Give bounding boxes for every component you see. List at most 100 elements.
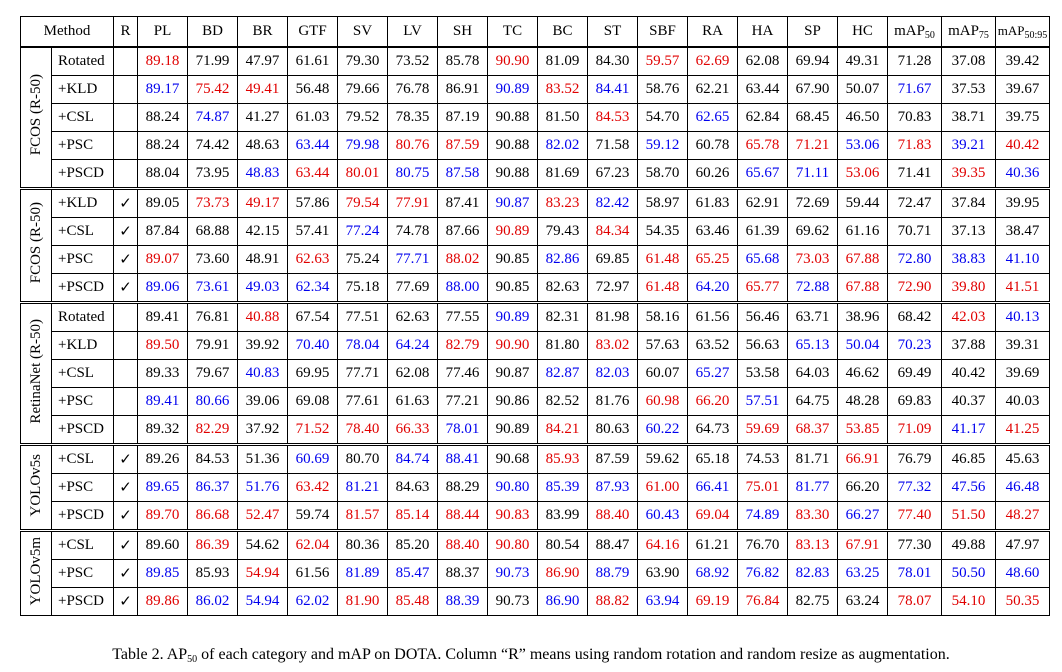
value-cell: 90.89 bbox=[487, 302, 538, 332]
value-cell: 46.62 bbox=[837, 359, 888, 388]
table-row: FCOS (R-50) Rotated 89.18 71.99 47.97 61.61 79… bbox=[20, 46, 1050, 189]
value-cell: 62.63 bbox=[287, 245, 338, 274]
value-cell: 53.58 bbox=[737, 359, 788, 388]
value-cell: 90.88 bbox=[487, 103, 538, 132]
cat-header: RA bbox=[687, 16, 738, 48]
value-cell: 67.91 bbox=[837, 530, 888, 560]
value-cell: 86.02 bbox=[187, 587, 238, 616]
value-cell: 76.78 bbox=[387, 75, 438, 104]
value-cell: 63.42 bbox=[287, 473, 338, 502]
method-cell: +CSL bbox=[51, 444, 114, 474]
value-cell: 80.36 bbox=[337, 530, 388, 560]
value-cell: 61.48 bbox=[637, 273, 688, 303]
value-cell: 84.74 bbox=[387, 444, 438, 474]
value-cell: 82.87 bbox=[537, 359, 588, 388]
cat-header: SH bbox=[437, 16, 488, 48]
value-cell: 71.67 bbox=[887, 75, 942, 104]
value-cell: 80.66 bbox=[187, 387, 238, 416]
value-cell: 77.46 bbox=[437, 359, 488, 388]
value-cell: 78.01 bbox=[437, 415, 488, 445]
value-cell: 57.41 bbox=[287, 217, 338, 246]
value-cell: 77.71 bbox=[387, 245, 438, 274]
value-cell: 54.70 bbox=[637, 103, 688, 132]
value-cell: 46.85 bbox=[941, 444, 996, 474]
method-cell: +CSL bbox=[51, 217, 114, 246]
value-cell: 78.40 bbox=[337, 415, 388, 445]
cat-header: BD bbox=[187, 16, 238, 48]
value-cell: 40.13 bbox=[995, 302, 1050, 332]
table-row: +CSL 89.33 79.67 40.83 69.95 77.71 62.08 77.46 9… bbox=[21, 359, 1050, 388]
value-cell: 79.91 bbox=[187, 331, 238, 360]
value-cell: 53.85 bbox=[837, 415, 888, 445]
value-cell: 82.31 bbox=[537, 302, 588, 332]
value-cell: 49.88 bbox=[941, 530, 996, 560]
value-cell: 80.01 bbox=[337, 159, 388, 189]
value-cell: 79.67 bbox=[187, 359, 238, 388]
value-cell: 88.44 bbox=[437, 501, 488, 531]
value-cell: 39.92 bbox=[237, 331, 288, 360]
group-label-text: RetinaNet (R-50) bbox=[27, 318, 44, 424]
value-cell: 87.66 bbox=[437, 217, 488, 246]
value-cell: 89.41 bbox=[137, 302, 188, 332]
value-cell: 37.53 bbox=[941, 75, 996, 104]
value-cell: 69.04 bbox=[687, 501, 738, 531]
value-cell: 90.89 bbox=[487, 217, 538, 246]
value-cell: 77.55 bbox=[437, 302, 488, 332]
group-label: FCOS (R-50) bbox=[20, 46, 52, 189]
value-cell: 89.07 bbox=[137, 245, 188, 274]
value-cell: 65.68 bbox=[737, 245, 788, 274]
value-cell: 39.35 bbox=[941, 159, 996, 189]
value-cell: 69.83 bbox=[887, 387, 942, 416]
table-group: FCOS (R-50) +KLD ✓ 89.05 73.73 49.17 57.86 79.5… bbox=[20, 188, 1050, 303]
method-cell: +PSC bbox=[51, 473, 114, 502]
method-cell: Rotated bbox=[51, 302, 114, 332]
method-cell: +PSCD bbox=[51, 273, 114, 303]
value-cell: 61.83 bbox=[687, 188, 738, 218]
value-cell: 79.66 bbox=[337, 75, 388, 104]
value-cell: 90.73 bbox=[487, 559, 538, 588]
value-cell: 47.56 bbox=[941, 473, 996, 502]
value-cell: 68.88 bbox=[187, 217, 238, 246]
value-cell: 62.69 bbox=[687, 46, 738, 76]
value-cell: 85.39 bbox=[537, 473, 588, 502]
value-cell: 56.63 bbox=[737, 331, 788, 360]
value-cell: 90.89 bbox=[487, 415, 538, 445]
aug-cell bbox=[113, 387, 138, 416]
value-cell: 63.46 bbox=[687, 217, 738, 246]
value-cell: 62.84 bbox=[737, 103, 788, 132]
aug-cell bbox=[113, 415, 138, 445]
cat-header: PL bbox=[137, 16, 188, 48]
map-header: mAP50 bbox=[887, 16, 942, 48]
value-cell: 72.97 bbox=[587, 273, 638, 303]
value-cell: 82.63 bbox=[537, 273, 588, 303]
value-cell: 71.99 bbox=[187, 46, 238, 76]
value-cell: 64.73 bbox=[687, 415, 738, 445]
value-cell: 88.00 bbox=[437, 273, 488, 303]
table-row: YOLOv5s +CSL ✓ 89.26 84.53 51.36 60.69 80.70 84.… bbox=[20, 444, 1050, 531]
value-cell: 50.07 bbox=[837, 75, 888, 104]
value-cell: 58.16 bbox=[637, 302, 688, 332]
value-cell: 68.42 bbox=[887, 302, 942, 332]
value-cell: 39.06 bbox=[237, 387, 288, 416]
value-cell: 70.40 bbox=[287, 331, 338, 360]
value-cell: 63.44 bbox=[737, 75, 788, 104]
value-cell: 39.67 bbox=[995, 75, 1050, 104]
cat-header: TC bbox=[487, 16, 538, 48]
value-cell: 88.39 bbox=[437, 587, 488, 616]
value-cell: 61.00 bbox=[637, 473, 688, 502]
value-cell: 65.25 bbox=[687, 245, 738, 274]
value-cell: 71.41 bbox=[887, 159, 942, 189]
table-row: FCOS (R-50) +KLD ✓ 89.05 73.73 49.17 57.86 79.5… bbox=[20, 188, 1050, 303]
value-cell: 89.18 bbox=[137, 46, 188, 76]
map-header: mAP50:95 bbox=[995, 16, 1050, 48]
value-cell: 81.77 bbox=[787, 473, 838, 502]
value-cell: 82.02 bbox=[537, 131, 588, 160]
value-cell: 72.69 bbox=[787, 188, 838, 218]
value-cell: 77.61 bbox=[337, 387, 388, 416]
table-row: +KLD 89.17 75.42 49.41 56.48 79.66 76.78 86.91 9… bbox=[21, 75, 1050, 104]
method-cell: +PSC bbox=[51, 131, 114, 160]
value-cell: 82.03 bbox=[587, 359, 638, 388]
method-header: Method bbox=[20, 16, 114, 48]
value-cell: 63.44 bbox=[287, 159, 338, 189]
